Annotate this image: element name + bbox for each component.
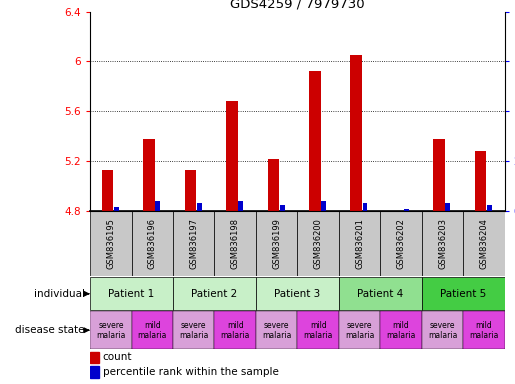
Bar bbox=[351, 55, 362, 211]
Bar bbox=[339, 211, 380, 276]
Bar bbox=[173, 277, 256, 310]
Bar bbox=[132, 311, 173, 349]
Text: severe
malaria: severe malaria bbox=[179, 321, 209, 340]
Text: GSM836199: GSM836199 bbox=[272, 218, 281, 269]
Bar bbox=[404, 209, 409, 211]
Bar bbox=[363, 203, 368, 211]
Text: Patient 5: Patient 5 bbox=[440, 289, 486, 299]
Text: mild
malaria: mild malaria bbox=[386, 321, 416, 340]
Text: individual: individual bbox=[34, 289, 85, 299]
Text: GSM836196: GSM836196 bbox=[148, 218, 157, 269]
Bar bbox=[309, 71, 321, 211]
Text: Patient 1: Patient 1 bbox=[109, 289, 154, 299]
Bar bbox=[90, 311, 132, 349]
Bar bbox=[132, 211, 173, 276]
Bar bbox=[256, 311, 298, 349]
Text: Patient 3: Patient 3 bbox=[274, 289, 320, 299]
Bar bbox=[143, 139, 155, 211]
Bar bbox=[380, 311, 422, 349]
Bar bbox=[256, 277, 339, 310]
Bar bbox=[380, 211, 422, 276]
Text: severe
malaria: severe malaria bbox=[428, 321, 457, 340]
Text: Patient 2: Patient 2 bbox=[192, 289, 237, 299]
Text: Patient 4: Patient 4 bbox=[357, 289, 403, 299]
Text: mild
malaria: mild malaria bbox=[303, 321, 333, 340]
Bar bbox=[238, 201, 243, 211]
Bar bbox=[90, 211, 132, 276]
Text: severe
malaria: severe malaria bbox=[96, 321, 126, 340]
Bar bbox=[214, 311, 256, 349]
Bar bbox=[280, 205, 285, 211]
Bar bbox=[321, 201, 326, 211]
Bar bbox=[185, 170, 196, 211]
Text: mild
malaria: mild malaria bbox=[220, 321, 250, 340]
Text: GSM836202: GSM836202 bbox=[397, 218, 405, 269]
Text: GSM836198: GSM836198 bbox=[231, 218, 239, 269]
Bar bbox=[114, 207, 119, 211]
Bar bbox=[268, 159, 279, 211]
Bar bbox=[90, 366, 99, 378]
Text: mild
malaria: mild malaria bbox=[138, 321, 167, 340]
Bar bbox=[445, 203, 451, 211]
Bar bbox=[90, 352, 99, 363]
Title: GDS4259 / 7979730: GDS4259 / 7979730 bbox=[230, 0, 365, 10]
Text: severe
malaria: severe malaria bbox=[262, 321, 291, 340]
Bar bbox=[298, 311, 339, 349]
Bar bbox=[256, 211, 298, 276]
Text: GSM836204: GSM836204 bbox=[479, 218, 488, 269]
Bar bbox=[339, 277, 422, 310]
Bar bbox=[434, 139, 445, 211]
Text: percentile rank within the sample: percentile rank within the sample bbox=[102, 367, 279, 377]
Text: GSM836201: GSM836201 bbox=[355, 218, 364, 269]
Text: GSM836195: GSM836195 bbox=[107, 218, 115, 269]
Bar bbox=[475, 151, 487, 211]
Bar bbox=[487, 205, 492, 211]
Bar bbox=[422, 277, 505, 310]
Bar bbox=[422, 311, 464, 349]
Bar bbox=[173, 311, 215, 349]
Bar bbox=[226, 101, 238, 211]
Bar bbox=[173, 211, 215, 276]
Text: severe
malaria: severe malaria bbox=[345, 321, 374, 340]
Bar bbox=[422, 211, 464, 276]
Bar bbox=[464, 211, 505, 276]
Text: mild
malaria: mild malaria bbox=[469, 321, 499, 340]
Bar bbox=[214, 211, 256, 276]
Text: GSM836200: GSM836200 bbox=[314, 218, 322, 269]
Bar bbox=[102, 170, 113, 211]
Text: disease state: disease state bbox=[15, 325, 85, 335]
Bar bbox=[339, 311, 380, 349]
Bar bbox=[197, 203, 202, 211]
Bar bbox=[298, 211, 339, 276]
Bar bbox=[155, 201, 160, 211]
Text: count: count bbox=[102, 353, 132, 362]
Bar bbox=[464, 311, 505, 349]
Text: GSM836203: GSM836203 bbox=[438, 218, 447, 269]
Bar bbox=[90, 277, 173, 310]
Text: GSM836197: GSM836197 bbox=[190, 218, 198, 269]
